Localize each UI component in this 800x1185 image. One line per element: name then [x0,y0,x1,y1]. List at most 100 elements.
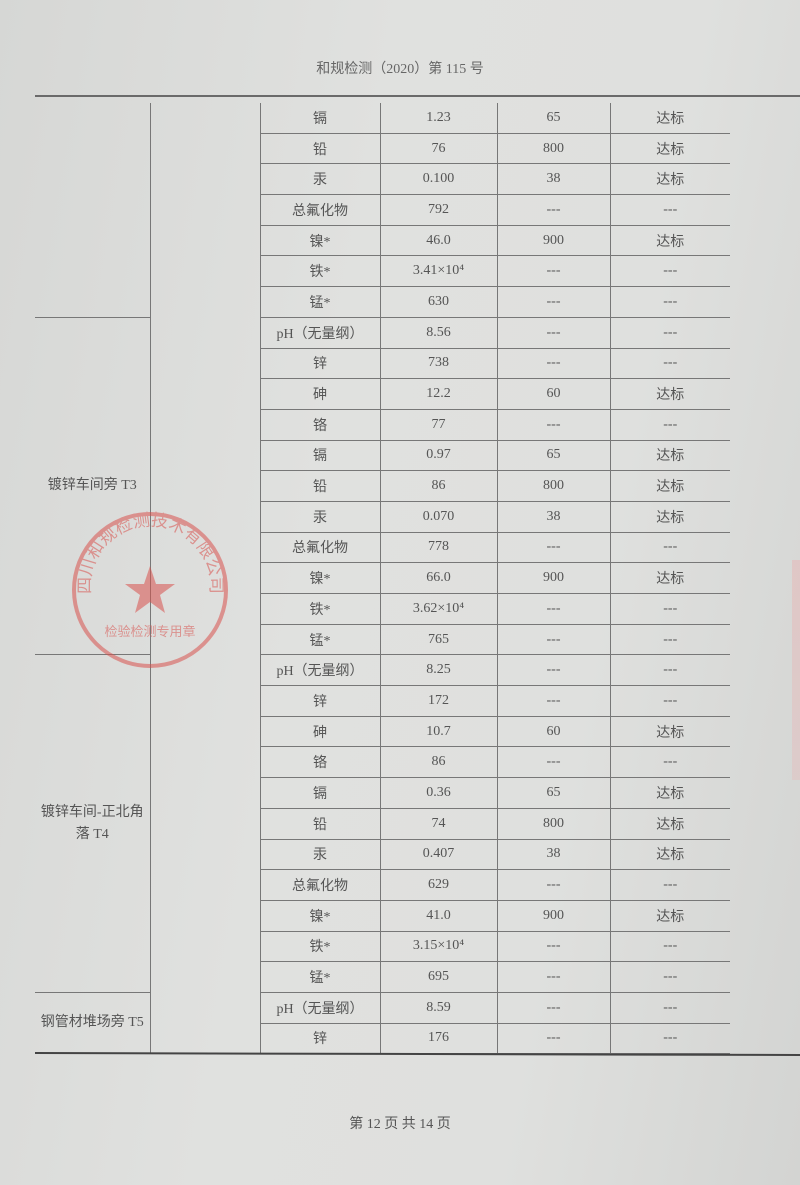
parameter-cell: pH（无量纲） [259,316,381,349]
table-row: 铅 76 800 达标 [35,132,730,165]
parameter-cell: 镉 [259,777,381,809]
limit-cell: 65 [496,777,611,809]
table-row: 砷 12.2 60 达标 [35,378,730,410]
result-cell: 74 [379,807,498,840]
evaluation-cell: --- [609,347,730,380]
table-row: 镀锌车间-正北角落 T4 pH（无量纲） 8.25 --- --- [35,654,730,993]
parameter-cell: 镍* [259,562,381,594]
location-cell: 钢管材堆场旁 T5 [35,991,151,1055]
evaluation-cell: --- [609,316,730,349]
result-cell: 77 [379,408,498,441]
result-cell: 0.070 [379,500,498,533]
parameter-cell: 砷 [259,378,381,410]
table-row: 汞 0.070 38 达标 [35,500,730,533]
parameter-cell: 锌 [259,347,381,380]
parameter-cell: 汞 [259,163,381,196]
table-row: 总氟化物 629 --- --- [35,869,730,901]
evaluation-cell: --- [609,623,730,656]
limit-cell: --- [496,746,611,779]
limit-cell: --- [496,1022,611,1055]
evaluation-cell: 达标 [609,103,730,134]
parameter-cell: pH（无量纲） [259,991,381,1024]
parameter-cell: 镍* [259,224,381,257]
limit-cell: --- [496,623,611,656]
result-cell: 86 [379,746,498,779]
evaluation-cell: 达标 [609,470,730,502]
evaluation-cell: 达标 [609,899,730,932]
evaluation-cell: 达标 [609,224,730,257]
limit-cell: 60 [496,378,611,410]
table-row: 锌 738 --- --- [35,347,730,380]
header-divider [35,95,800,97]
table-row: 镉 1.23 65 达标 [35,103,730,1055]
limit-cell: 60 [496,715,611,748]
table-row: 镍* 41.0 900 达标 [35,899,730,932]
page-edge-mark [792,560,800,780]
location-cell: 镀锌车间-正北角落 T4 [35,654,151,993]
limit-cell: 900 [496,899,611,932]
evaluation-cell: --- [609,961,730,993]
parameter-cell: 总氟化物 [259,531,381,564]
evaluation-cell: 达标 [609,500,730,533]
result-cell: 41.0 [379,899,498,932]
location-cell [35,103,151,318]
table-row: 铬 77 --- --- [35,408,730,441]
parameter-cell: 镉 [259,103,381,134]
limit-cell: --- [496,654,611,687]
limit-cell: --- [496,961,611,993]
limit-cell: --- [496,194,611,226]
limit-cell: 38 [496,163,611,196]
table-row: 铅 86 800 达标 [35,470,730,502]
table-row: 钢管材堆场旁 T5 pH（无量纲） 8.59 --- --- [35,991,730,1055]
limit-cell: --- [496,930,611,963]
parameter-cell: pH（无量纲） [259,654,381,687]
evaluation-cell: --- [609,531,730,564]
parameter-cell: 铁* [259,930,381,963]
parameter-cell: 砷 [259,715,381,748]
result-cell: 172 [379,685,498,717]
document-number: 和规检测（2020）第 115 号 [316,62,484,77]
table-row: 锰* 695 --- --- [35,961,730,993]
limit-cell: --- [496,347,611,380]
limit-cell: 38 [496,838,611,871]
results-table: 镉 1.23 65 达标铅 76 800 达标汞 0.100 38 达标 总氟化物 792 --- ---… [35,103,730,1055]
table-row: 锌 172 --- --- [35,685,730,717]
result-cell: 3.15×10⁴ [379,930,498,963]
page-number: 第 12 页 共 14 页 [349,1117,451,1132]
parameter-cell: 铁* [259,593,381,625]
limit-cell: --- [496,685,611,717]
limit-cell: 800 [496,807,611,840]
table-row: 铬 86 --- --- [35,746,730,779]
limit-cell: --- [496,316,611,349]
limit-cell: --- [496,408,611,441]
result-cell: 738 [379,347,498,380]
parameter-cell: 总氟化物 [259,869,381,901]
result-cell: 0.100 [379,163,498,196]
result-cell: 630 [379,286,498,318]
evaluation-cell: 达标 [609,378,730,410]
table-row: 镍* 66.0 900 达标 [35,562,730,594]
result-cell: 46.0 [379,224,498,257]
limit-cell: 900 [496,224,611,257]
parameter-cell: 镉 [259,439,381,472]
evaluation-cell: --- [609,746,730,779]
result-cell: 629 [379,869,498,901]
limit-cell: --- [496,869,611,901]
evaluation-cell: --- [609,593,730,625]
parameter-cell: 锰* [259,623,381,656]
parameter-cell: 锰* [259,961,381,993]
result-cell: 3.62×10⁴ [379,593,498,625]
limit-cell: 65 [496,439,611,472]
result-cell: 8.25 [379,654,498,687]
parameter-cell: 铁* [259,255,381,288]
evaluation-cell: --- [609,408,730,441]
table-row: 锰* 630 --- --- [35,286,730,318]
parameter-cell: 铅 [259,807,381,840]
result-cell: 778 [379,531,498,564]
table-row: 总氟化物 778 --- --- [35,531,730,564]
evaluation-cell: 达标 [609,807,730,840]
limit-cell: --- [496,286,611,318]
result-cell: 176 [379,1022,498,1055]
limit-cell: 65 [496,103,611,134]
result-cell: 1.23 [379,103,498,134]
